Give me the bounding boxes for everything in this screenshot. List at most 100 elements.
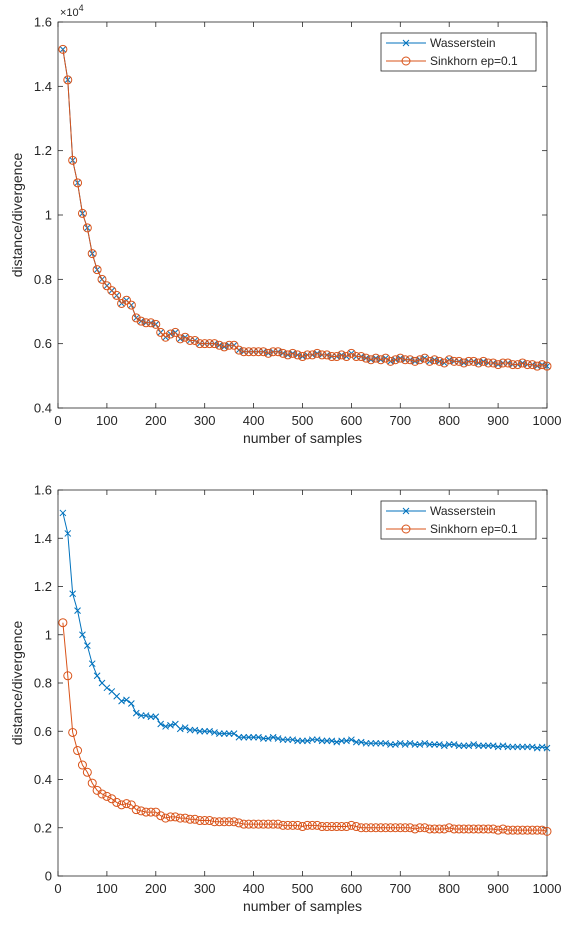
data-point-circle-marker <box>293 350 303 360</box>
data-point-x-marker <box>338 737 345 745</box>
data-point-x-marker <box>181 724 189 731</box>
data-point-x-marker <box>426 741 433 748</box>
data-point-circle-marker <box>205 339 215 349</box>
data-point-circle-marker <box>77 760 87 770</box>
data-point-x-marker <box>401 741 409 748</box>
data-point-circle-marker <box>537 360 547 370</box>
data-point-x-marker <box>411 741 419 748</box>
data-point-circle-marker <box>532 825 542 835</box>
data-point-x-marker <box>132 709 140 717</box>
data-point-circle-marker <box>302 820 312 830</box>
x-tick-label: 400 <box>243 413 265 428</box>
data-point-circle-marker <box>513 360 523 370</box>
data-point-x-marker <box>509 743 517 751</box>
data-point-x-marker <box>103 684 111 692</box>
data-point-circle-marker <box>224 817 234 827</box>
data-point-x-marker <box>196 727 204 735</box>
x-tick-label: 500 <box>292 881 314 896</box>
data-point-circle-marker <box>527 360 537 370</box>
data-point-circle-marker <box>317 350 327 360</box>
data-point-circle-marker <box>376 823 386 833</box>
data-point-circle-marker <box>58 44 68 54</box>
x-tick-label: 200 <box>145 413 167 428</box>
x-tick-label: 100 <box>96 881 118 896</box>
data-point-circle-marker <box>82 223 92 233</box>
data-point-circle-marker <box>278 820 288 830</box>
data-point-circle-marker <box>219 817 229 827</box>
data-point-x-marker <box>524 743 531 751</box>
data-point-circle-marker <box>97 274 107 284</box>
data-point-x-marker <box>230 730 238 738</box>
data-point-circle-marker <box>400 823 410 833</box>
data-point-circle-marker <box>449 356 459 366</box>
data-point-circle-marker <box>478 356 488 366</box>
data-point-circle-marker <box>273 819 283 829</box>
data-point-circle-marker <box>68 155 78 165</box>
data-point-circle-marker <box>542 361 552 371</box>
data-point-circle-marker <box>430 355 440 365</box>
data-point-circle-marker <box>356 352 366 362</box>
y-tick-label: 1.4 <box>34 79 52 94</box>
data-point-circle-marker <box>165 329 175 339</box>
data-point-circle-marker <box>527 825 537 835</box>
data-point-x-marker <box>392 741 399 748</box>
data-point-circle-marker <box>366 823 376 833</box>
data-point-circle-marker <box>454 356 464 366</box>
data-point-circle-marker <box>366 355 376 365</box>
data-point-circle-marker <box>361 353 371 363</box>
data-point-circle-marker <box>298 352 307 362</box>
data-point-circle-marker <box>244 347 254 357</box>
data-point-circle-marker <box>351 822 361 832</box>
y-tick-label: 1.2 <box>34 579 52 594</box>
x-tick-label: 600 <box>341 881 363 896</box>
data-point-circle-marker <box>200 339 210 349</box>
data-point-circle-marker <box>542 826 552 836</box>
data-point-circle-marker <box>268 819 278 829</box>
data-point-circle-marker <box>136 316 146 326</box>
data-point-circle-marker <box>420 823 430 833</box>
data-point-circle-marker <box>405 355 415 365</box>
data-point-circle-marker <box>493 360 503 370</box>
data-point-x-marker <box>543 744 551 752</box>
data-point-circle-marker <box>161 332 171 342</box>
data-point-circle-marker <box>195 816 205 826</box>
data-point-circle-marker <box>386 823 396 833</box>
data-point-x-marker <box>176 725 184 733</box>
data-point-circle-marker <box>454 824 464 834</box>
y-tick-label: 0.2 <box>34 820 52 835</box>
x-axis-label: number of samples <box>243 430 362 446</box>
data-point-circle-marker <box>170 812 180 822</box>
data-point-circle-marker <box>170 327 180 337</box>
data-point-x-marker <box>421 739 429 747</box>
data-point-circle-marker <box>469 356 479 366</box>
data-point-circle-marker <box>126 300 136 310</box>
data-point-circle-marker <box>107 286 117 296</box>
data-point-circle-marker <box>214 340 224 350</box>
data-point-circle-marker <box>175 334 185 344</box>
data-point-circle-marker <box>273 347 283 357</box>
data-point-circle-marker <box>434 824 444 834</box>
data-point-circle-marker <box>131 313 141 323</box>
x-tick-label: 1000 <box>533 881 562 896</box>
data-point-x-marker <box>142 712 150 719</box>
data-point-circle-marker <box>390 355 400 365</box>
data-point-circle-marker <box>121 295 131 305</box>
data-point-circle-marker <box>459 358 469 368</box>
data-point-circle-marker <box>234 818 244 828</box>
data-point-circle-marker <box>537 825 547 835</box>
data-point-circle-marker <box>253 347 263 357</box>
data-point-x-marker <box>431 741 438 748</box>
data-point-x-marker <box>88 660 96 668</box>
chart-bottom: 0 100 200 300 400 500 600 700 800 900 1000 0 0.2 0.4 0… <box>9 483 562 915</box>
x-tick-label: 400 <box>243 881 265 896</box>
data-point-circle-marker <box>474 358 484 368</box>
data-point-circle-marker <box>185 335 195 345</box>
data-point-x-marker <box>382 739 389 747</box>
data-point-x-marker <box>211 729 218 736</box>
data-point-circle-marker <box>224 340 234 350</box>
data-point-circle-marker <box>371 353 381 363</box>
x-tick-label: 900 <box>487 413 509 428</box>
data-point-circle-marker <box>337 822 347 832</box>
x-tick-label: 300 <box>194 881 216 896</box>
data-point-circle-marker <box>410 356 420 366</box>
